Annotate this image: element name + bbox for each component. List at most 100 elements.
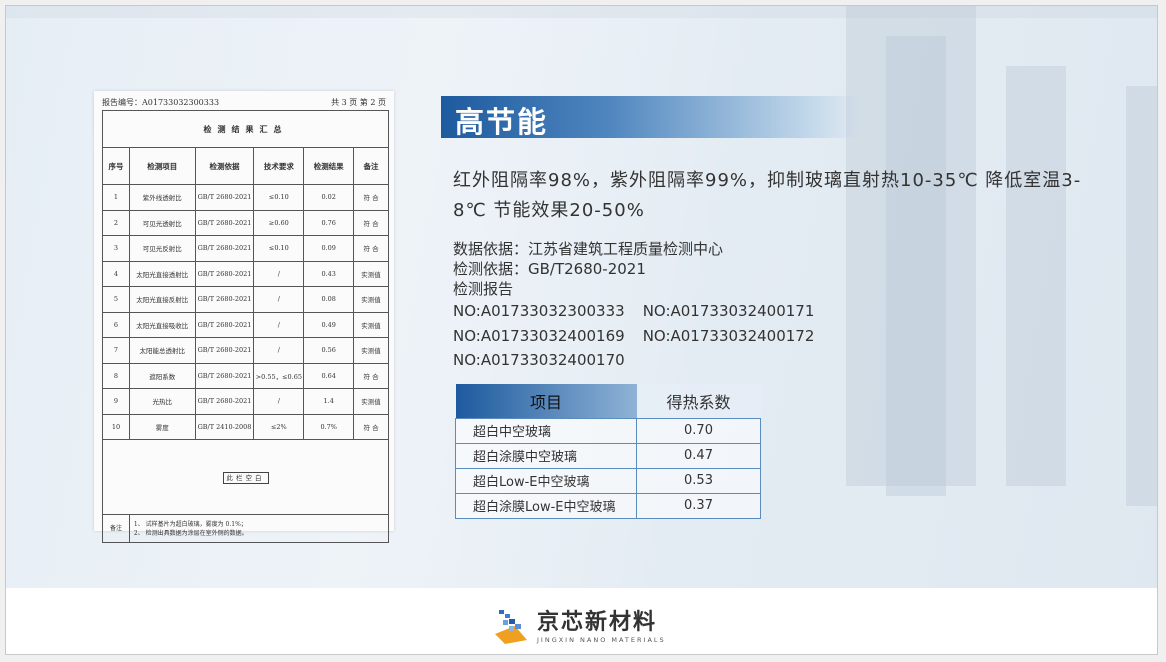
report-cell: 实测值 — [353, 286, 389, 313]
footer — [6, 588, 1157, 654]
report-cell: 太阳光直接吸收比 — [128, 311, 196, 338]
report-cell: GB/T 2680-2021 — [194, 209, 255, 236]
report-number: 报告编号：A01733032300333 — [102, 98, 220, 107]
report-column-header: 检测结果 — [303, 147, 355, 185]
report-cell: GB/T 2680-2021 — [194, 388, 255, 415]
report-cell: ≤0.10 — [253, 235, 305, 262]
report-row: 6 太阳光直接吸收比 GB/T 2680-2021/0.49 实测值 — [102, 311, 389, 338]
report-cell: GB/T 2680-2021 — [194, 337, 255, 364]
heat-gain-table: 项目 得热系数 超白中空玻璃 0.70 超白涂膜中空玻璃 0.47 超白Low-E中空玻璃… — [455, 384, 761, 519]
coefficient-cell: 0.53 — [636, 467, 761, 494]
background-building — [1126, 86, 1157, 506]
logo-name: 京芯新材料 — [537, 610, 658, 635]
report-cell: 实测值 — [353, 337, 389, 364]
report-row: 5 太阳光直接反射比 GB/T 2680-2021/0.08 实测值 — [102, 286, 389, 313]
report-row: 9 光热比 GB/T 2680-2021/1.4 实测值 — [102, 388, 389, 415]
report-cell: 实测值 — [353, 388, 389, 415]
report-cell: GB/T 2680-2021 — [194, 311, 255, 338]
report-cell: 0.09 — [303, 235, 355, 262]
report-column-header: 技术要求 — [253, 147, 305, 185]
report-row: 10 雾度 GB/T 2410-2008 ≤2% 0.7% 符 合 — [102, 413, 389, 440]
slide: 报告编号：A01733032300333 共 3 页 第 2 页 检测结果汇总 序… — [5, 5, 1158, 655]
report-cell: 光热比 — [128, 388, 196, 415]
report-cell: 符 合 — [353, 362, 389, 389]
report-cell: 符 合 — [353, 209, 389, 236]
coefficient-cell: 0.47 — [636, 442, 761, 469]
report-cell: 太阳光直接透射比 — [128, 260, 196, 287]
background-ceiling — [6, 6, 1157, 18]
logo-icon — [495, 610, 527, 644]
report-cell: 3 — [102, 235, 130, 262]
report-cell: 可见光反射比 — [128, 235, 196, 262]
report-row: 4 太阳光直接透射比 GB/T 2680-2021/0.43 实测值 — [102, 260, 389, 287]
page-info: 共 3 页 第 2 页 — [331, 98, 386, 107]
report-column-header: 检测依据 — [194, 147, 255, 185]
report-cell: 0.49 — [303, 311, 355, 338]
report-cell: / — [253, 388, 305, 415]
report-cell: 实测值 — [353, 311, 389, 338]
report-cell: 9 — [102, 388, 130, 415]
report-number: NO:A01733032400170 — [453, 351, 625, 369]
description: 红外阻隔率98%，紫外阻隔率99%，抑制玻璃直射热10-35℃ 降低室温3-8℃… — [453, 170, 1082, 221]
report-cell: 雾度 — [128, 413, 196, 440]
report-cell: / — [253, 260, 305, 287]
report-cell: 0.64 — [303, 362, 355, 389]
report-cell: GB/T 2680-2021 — [194, 286, 255, 313]
item-cell: 超白Low-E中空玻璃 — [455, 467, 637, 494]
table-row: 超白Low-E中空玻璃 0.53 — [455, 467, 761, 494]
report-number: NO:A01733032300333 — [453, 302, 625, 320]
report-cell: 0.02 — [303, 184, 355, 211]
report-cell: 符 合 — [353, 413, 389, 440]
report-row: 8 遮阳系数 GB/T 2680-2021 >0.55，≤0.65 0.64 符 合 — [102, 362, 389, 389]
report-cell: 0.7% — [303, 413, 355, 440]
report-cell: 2 — [102, 209, 130, 236]
notes-label: 备注 — [102, 514, 130, 543]
report-cell: >0.55，≤0.65 — [253, 362, 305, 389]
report-cell: GB/T 2680-2021 — [194, 362, 255, 389]
report-cell: / — [253, 337, 305, 364]
report-cell: 0.56 — [303, 337, 355, 364]
report-cell: GB/T 2680-2021 — [194, 235, 255, 262]
report-cell: 7 — [102, 337, 130, 364]
blank-stamp: 此栏空白 — [222, 472, 269, 484]
report-cell: / — [253, 311, 305, 338]
report-column-header: 序号 — [102, 147, 130, 185]
report-column-header: 备注 — [353, 147, 389, 185]
report-table: 检测结果汇总 序号 检测项目 检测依据 技术要求 检测结果 备注 1 紫外线透射比 GB/T … — [102, 110, 390, 543]
note: 1、 试样基片为超白玻璃，雾度为 0.1%； — [133, 520, 247, 528]
report-number: NO:A01733032400172 — [642, 326, 815, 345]
report-cell: 0.43 — [303, 260, 355, 287]
report-cell: ≥0.60 — [253, 209, 305, 236]
report-row: 2 可见光透射比 GB/T 2680-2021 ≥0.60 0.76 符 合 — [102, 209, 389, 236]
company-logo: 京芯新材料 JINGXIN NANO MATERIALS — [491, 604, 666, 644]
note: 2、 检测出具数据为涂层在室外侧的数据。 — [133, 529, 248, 537]
report-cell: 遮阳系数 — [128, 362, 196, 389]
table-row: 超白涂膜中空玻璃 0.47 — [455, 442, 761, 469]
report-row: 3 可见光反射比 GB/T 2680-2021 ≤0.10 0.09 符 合 — [102, 235, 389, 262]
report-cell: 实测值 — [353, 260, 389, 287]
report-cell: 紫外线透射比 — [128, 184, 196, 211]
report-cell: 6 — [102, 311, 130, 338]
report-cell: GB/T 2680-2021 — [194, 260, 255, 287]
logo-subtitle: JINGXIN NANO MATERIALS — [537, 636, 666, 644]
report-cell: GB/T 2410-2008 — [194, 413, 255, 440]
report-cell: 1 — [102, 184, 130, 211]
coefficient-cell: 0.37 — [636, 492, 761, 519]
background-building — [846, 6, 976, 486]
report-label: 检测报告 — [453, 280, 514, 298]
report-cell: GB/T 2680-2021 — [194, 184, 255, 211]
report-cell: 0.08 — [303, 286, 355, 313]
report-cell: 符 合 — [353, 184, 389, 211]
item-cell: 超白涂膜中空玻璃 — [455, 442, 637, 469]
coefficient-cell: 0.70 — [636, 417, 761, 444]
report-cell: 5 — [102, 286, 130, 313]
report-cell: 10 — [102, 413, 130, 440]
report-column-header: 检测项目 — [128, 147, 196, 185]
background-building — [886, 36, 946, 496]
data-source: 数据依据：江苏省建筑工程质量检测中心 — [453, 240, 724, 258]
report-title: 检测结果汇总 — [102, 110, 389, 148]
report-cell: 太阳光直接反射比 — [128, 286, 196, 313]
table-row: 超白涂膜Low-E中空玻璃 0.37 — [455, 492, 761, 519]
page-title: 高节能 — [455, 105, 549, 139]
report-row: 1 紫外线透射比 GB/T 2680-2021 ≤0.10 0.02 符 合 — [102, 184, 389, 211]
